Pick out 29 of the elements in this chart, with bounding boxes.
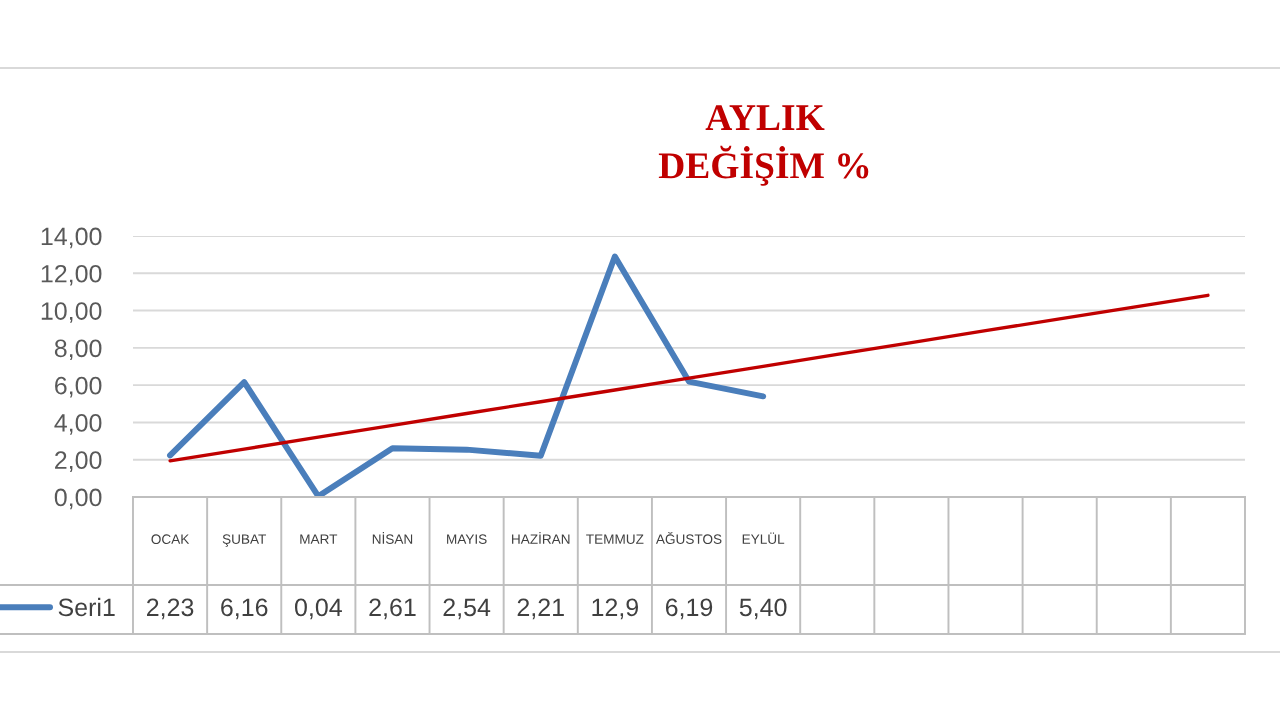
data-label: 2,23 (147, 598, 194, 620)
x-tick-label: NİSAN (372, 532, 413, 544)
y-tick-label: 6,00 (55, 376, 102, 398)
x-tick-label: OCAK (151, 534, 190, 544)
legend-label: Seri1 (58, 597, 115, 617)
data-label: 6,16 (221, 598, 268, 620)
x-tick-label: ŞUBAT (222, 534, 267, 547)
y-tick-label: 4,00 (54, 414, 102, 435)
data-label: 2,54 (443, 598, 491, 620)
y-tick-label: 0,00 (54, 488, 102, 510)
data-label: 2,21 (517, 598, 564, 620)
data-label: 6,19 (665, 598, 713, 620)
x-tick-label: HAZİRAN (512, 532, 570, 544)
chart-title: AYLIK DEĞİŞİM % (658, 105, 869, 186)
y-tick-label: 2,00 (55, 451, 102, 472)
y-tick-label: 12,00 (41, 264, 102, 286)
data-label: 0,04 (294, 598, 342, 620)
x-tick-label: MART (300, 534, 338, 544)
x-tick-label: AĞUSTOS (655, 532, 722, 544)
line-series (168, 293, 1210, 463)
x-tick-label: EYLÜL (742, 532, 785, 544)
data-label: 12,9 (592, 598, 639, 620)
y-tick-label: 8,00 (54, 339, 102, 361)
y-tick-label: 14,00 (41, 227, 102, 249)
x-tick-label: TEMMUZ (586, 534, 644, 544)
data-label: 5,40 (739, 598, 787, 620)
y-tick-label: 10,00 (41, 302, 102, 323)
data-label: 2,61 (369, 598, 416, 620)
x-tick-label: MAYIS (447, 534, 487, 544)
